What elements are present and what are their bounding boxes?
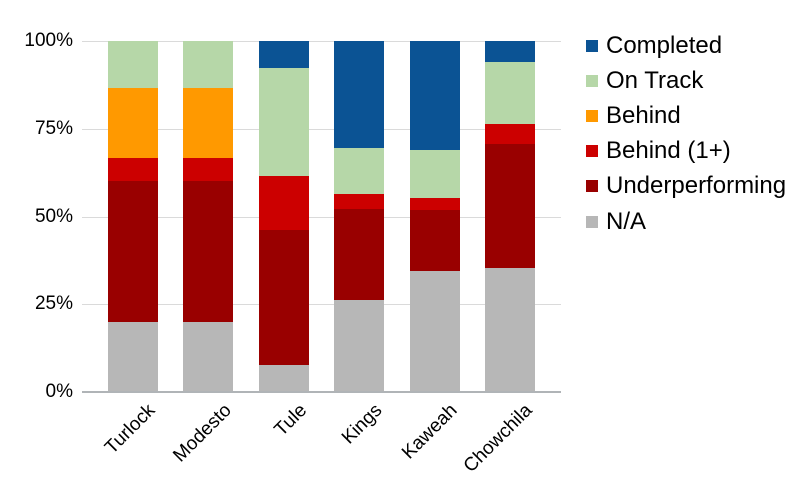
x-axis-label: Tule <box>270 400 311 441</box>
bar-segment <box>334 208 385 301</box>
bar-segment <box>108 87 158 158</box>
x-axis-label: Kaweah <box>398 400 462 464</box>
bar-segment <box>183 157 234 182</box>
y-axis-label: 25% <box>34 293 73 315</box>
bar-segment <box>409 210 460 271</box>
legend-swatch-icon <box>586 39 598 52</box>
bar-segment <box>108 181 158 322</box>
y-axis-label: 75% <box>34 117 73 139</box>
legend-swatch-icon <box>586 109 598 122</box>
gridline <box>82 216 561 218</box>
bar-tule <box>258 41 309 392</box>
legend-swatch-icon <box>586 74 598 87</box>
bar-segment <box>484 144 535 269</box>
legend-label: On Track <box>606 66 704 94</box>
bar-kings <box>334 41 385 392</box>
bar-segment <box>258 41 309 68</box>
legend-label: Behind <box>606 101 681 129</box>
legend-swatch-icon <box>586 180 598 193</box>
legend-item: Completed <box>586 28 786 63</box>
bar-segment <box>258 68 309 176</box>
bar-group <box>82 41 561 392</box>
bar-segment <box>183 181 234 322</box>
legend-item: Behind <box>586 98 786 133</box>
bar-segment <box>484 123 535 145</box>
legend-label: Underperforming <box>606 172 787 200</box>
bar-segment <box>409 149 460 199</box>
bar-segment <box>183 87 234 158</box>
legend-item: Behind (1+) <box>586 134 786 169</box>
bar-turlock <box>108 41 158 392</box>
bar-segment <box>108 157 158 182</box>
x-axis-label: Kings <box>337 400 387 449</box>
bar-segment <box>258 176 309 230</box>
bar-kaweah <box>409 41 460 392</box>
bar-segment <box>258 365 309 392</box>
gridline <box>82 304 561 306</box>
legend-item: Underperforming <box>586 169 786 204</box>
bar-segment <box>183 41 234 88</box>
bar-segment <box>108 321 158 392</box>
bar-segment <box>484 61 535 124</box>
bar-segment <box>334 300 385 392</box>
y-axis-label: 100% <box>24 30 73 51</box>
gridline <box>82 41 561 42</box>
bar-segment <box>409 41 460 150</box>
plot-area <box>82 41 561 393</box>
bar-segment <box>108 41 158 88</box>
bar-segment <box>484 268 535 392</box>
y-axis-labels: 100% 75% 50% 25% 0% <box>0 0 73 504</box>
legend-label: N/A <box>606 207 647 235</box>
y-axis-label: 50% <box>34 205 73 227</box>
legend-item: On Track <box>586 63 786 98</box>
bar-segment <box>409 270 460 392</box>
x-axis-label: Turlock <box>101 400 160 459</box>
y-axis-label: 0% <box>45 381 73 402</box>
legend-label: Completed <box>606 31 723 59</box>
legend-swatch-icon <box>586 215 598 228</box>
legend-swatch-icon <box>586 145 598 158</box>
bar-segment <box>258 230 309 365</box>
bar-segment <box>334 193 385 209</box>
x-axis-label: Chowchila <box>460 400 537 477</box>
bar-segment <box>334 41 385 148</box>
x-axis-label: Modesto <box>168 400 236 467</box>
legend-item: N/A <box>586 204 786 239</box>
bar-segment <box>409 198 460 211</box>
bar-segment <box>334 147 385 194</box>
legend: Completed On Track Behind Behind (1+) Underp… <box>586 28 786 239</box>
bar-modesto <box>183 41 234 392</box>
bar-chowchila <box>484 41 535 392</box>
legend-label: Behind (1+) <box>606 137 731 165</box>
bar-segment <box>183 321 234 392</box>
bar-segment <box>484 41 535 62</box>
gridline <box>82 128 561 130</box>
x-axis-line <box>82 391 561 393</box>
